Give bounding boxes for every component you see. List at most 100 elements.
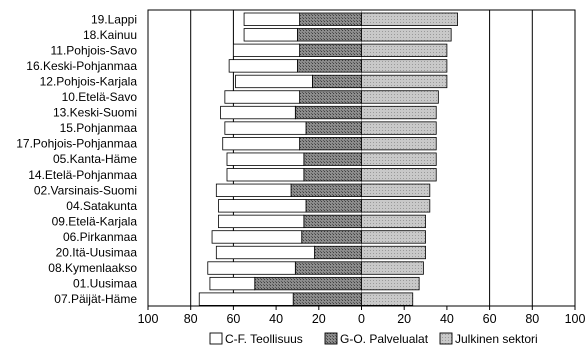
bar-cf — [209, 276, 256, 291]
bar-cf — [218, 199, 307, 213]
bar-row — [220, 105, 437, 120]
bar-julkinen — [361, 12, 458, 26]
category-label: 18.Kainuu — [83, 28, 137, 42]
legend-label: Julkinen sektori — [455, 332, 538, 346]
bar-go — [305, 121, 362, 135]
bar-julkinen — [361, 105, 437, 120]
bar-row — [243, 12, 458, 26]
category-label: 01.Uusimaa — [73, 277, 137, 291]
tick-label: 60 — [483, 312, 497, 326]
bar-go — [299, 136, 362, 151]
bar-row — [209, 276, 420, 291]
legend-label: G-O. Palvelualat — [340, 332, 429, 346]
category-label: 20.Itä-Uusimaa — [56, 246, 138, 260]
bar-row — [215, 183, 431, 197]
bar-go — [294, 261, 362, 275]
bar-julkinen — [361, 43, 448, 57]
bar-go — [311, 74, 362, 89]
bar-cf — [243, 12, 300, 26]
tick-label: 20 — [397, 312, 411, 326]
bar-row — [226, 168, 437, 182]
bar-go — [303, 168, 362, 182]
category-label: 19.Lappi — [91, 12, 137, 26]
bar-julkinen — [361, 59, 448, 73]
category-label: 08.Kymenlaakso — [48, 261, 137, 275]
bar-cf — [235, 74, 313, 89]
bar-julkinen — [361, 136, 437, 151]
category-label: 04.Satakunta — [66, 199, 137, 213]
bar-go — [292, 292, 362, 306]
tick-label: 40 — [440, 312, 454, 326]
bar-cf — [222, 136, 300, 151]
category-label: 02.Varsinais-Suomi — [34, 183, 137, 197]
tick-label: 80 — [184, 312, 198, 326]
bar-cf — [243, 28, 298, 42]
bar-cf — [215, 183, 292, 197]
bar-row — [198, 292, 414, 306]
bar-go — [299, 12, 362, 26]
bar-row — [232, 43, 448, 57]
legend-item: Julkinen sektori — [439, 332, 538, 346]
bar-cf — [224, 121, 307, 135]
bar-row — [243, 28, 452, 42]
category-label: 10.Etelä-Savo — [62, 90, 138, 104]
category-label: 09.Etelä-Karjala — [52, 214, 138, 228]
legend-swatch — [324, 332, 338, 345]
category-label: 13.Keski-Suomi — [53, 106, 137, 120]
tick-label: 40 — [269, 312, 283, 326]
bar-julkinen — [361, 152, 437, 166]
tick-label: 80 — [525, 312, 539, 326]
bar-row — [228, 59, 448, 73]
bar-julkinen — [361, 183, 431, 197]
bar-julkinen — [361, 28, 452, 42]
bar-go — [301, 230, 362, 244]
bar-go — [254, 276, 362, 291]
bar-julkinen — [361, 74, 448, 89]
bar-row — [211, 230, 426, 244]
bar-julkinen — [361, 90, 439, 104]
bar-julkinen — [361, 261, 424, 275]
legend-swatch — [439, 332, 453, 345]
bar-go — [294, 105, 362, 120]
bar-cf — [198, 292, 294, 306]
category-label: 11.Pohjois-Savo — [51, 43, 138, 57]
bar-julkinen — [361, 199, 431, 213]
category-label: 07.Päijät-Häme — [54, 292, 137, 306]
bar-row — [224, 121, 437, 135]
category-label: 06.Pirkanmaa — [63, 230, 137, 244]
tick-label: 100 — [138, 312, 159, 326]
bar-go — [314, 245, 362, 260]
bar-row — [235, 74, 448, 89]
bar-cf — [226, 152, 305, 166]
bar-row — [218, 199, 431, 213]
tick-label: 60 — [226, 312, 240, 326]
bar-row — [218, 214, 426, 229]
bar-julkinen — [361, 276, 420, 291]
bar-julkinen — [361, 245, 426, 260]
bar-julkinen — [361, 214, 426, 229]
tick-label: 20 — [312, 312, 326, 326]
x-axis-ticks: 100 80 60 40 20 0 20 40 60 80 100 — [138, 306, 586, 326]
category-label: 17.Pohjois-Pohjanmaa — [16, 137, 137, 151]
bar-go — [299, 43, 362, 57]
legend-swatch — [209, 332, 223, 345]
bar-cf — [232, 43, 300, 57]
bar-go — [303, 214, 362, 229]
bar-row — [224, 90, 439, 104]
bar-row — [207, 261, 424, 275]
category-label: 14.Etelä-Pohjanmaa — [28, 168, 137, 182]
bars — [198, 12, 458, 306]
bar-row — [215, 245, 426, 260]
bar-cf — [207, 261, 296, 275]
bar-cf — [228, 59, 298, 73]
bar-go — [303, 152, 362, 166]
bar-row — [226, 152, 437, 166]
bar-cf — [224, 90, 300, 104]
tick-label: 100 — [565, 312, 586, 326]
bar-julkinen — [361, 168, 437, 182]
bar-row — [222, 136, 437, 151]
bar-go — [305, 199, 362, 213]
bar-cf — [218, 214, 305, 229]
